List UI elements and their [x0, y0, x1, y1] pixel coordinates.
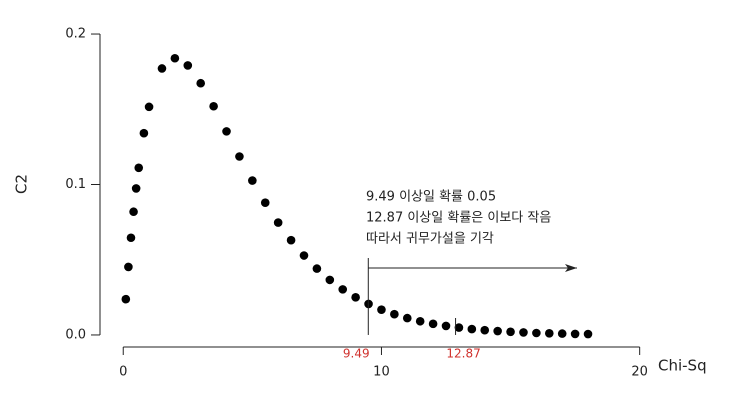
point	[235, 152, 244, 161]
point	[415, 316, 425, 326]
point	[493, 326, 502, 336]
point	[222, 127, 231, 136]
point	[583, 329, 593, 339]
point	[273, 218, 283, 227]
point	[144, 102, 154, 112]
y-axis-label: C2	[13, 174, 31, 194]
point	[506, 327, 515, 337]
point	[209, 101, 218, 111]
point	[196, 78, 206, 88]
point	[286, 235, 296, 245]
point	[260, 198, 270, 208]
point	[131, 184, 141, 193]
point	[248, 176, 257, 185]
point	[157, 64, 167, 73]
point	[170, 53, 180, 63]
point	[121, 294, 131, 304]
point	[124, 262, 133, 272]
point	[351, 293, 360, 302]
point	[544, 329, 554, 338]
x-tick-label: 10	[373, 365, 390, 380]
x-tick-label: 0	[119, 365, 127, 380]
point	[325, 275, 335, 285]
point	[299, 251, 309, 260]
point	[126, 233, 136, 243]
annotation: 따라서 귀무가설을 기각	[366, 232, 494, 247]
point	[467, 324, 477, 334]
point	[134, 163, 144, 173]
point	[570, 329, 580, 339]
x-axis-label: Chi-Sq	[658, 357, 707, 375]
point	[312, 264, 322, 273]
point	[441, 321, 451, 331]
point	[519, 328, 528, 337]
critical-label: 12.87	[446, 346, 480, 360]
point	[480, 325, 490, 335]
point	[454, 323, 464, 332]
annotation: 12.87 이상일 확률은 이보다 작음	[366, 211, 551, 226]
point	[129, 207, 138, 217]
point	[532, 328, 541, 338]
y-tick-label: 0.1	[65, 177, 86, 192]
critical-label: 9.49	[343, 346, 370, 360]
annotation: 9.49 이상일 확률 0.05	[366, 190, 496, 205]
y-tick-label: 0.0	[65, 327, 86, 342]
point	[377, 305, 386, 314]
point	[139, 128, 149, 138]
point	[183, 61, 193, 70]
point	[557, 329, 567, 338]
point	[402, 313, 412, 323]
x-tick-label: 20	[631, 365, 648, 380]
point	[390, 309, 399, 319]
y-tick-label: 0.2	[65, 27, 86, 42]
point	[428, 319, 438, 329]
point	[338, 285, 348, 294]
